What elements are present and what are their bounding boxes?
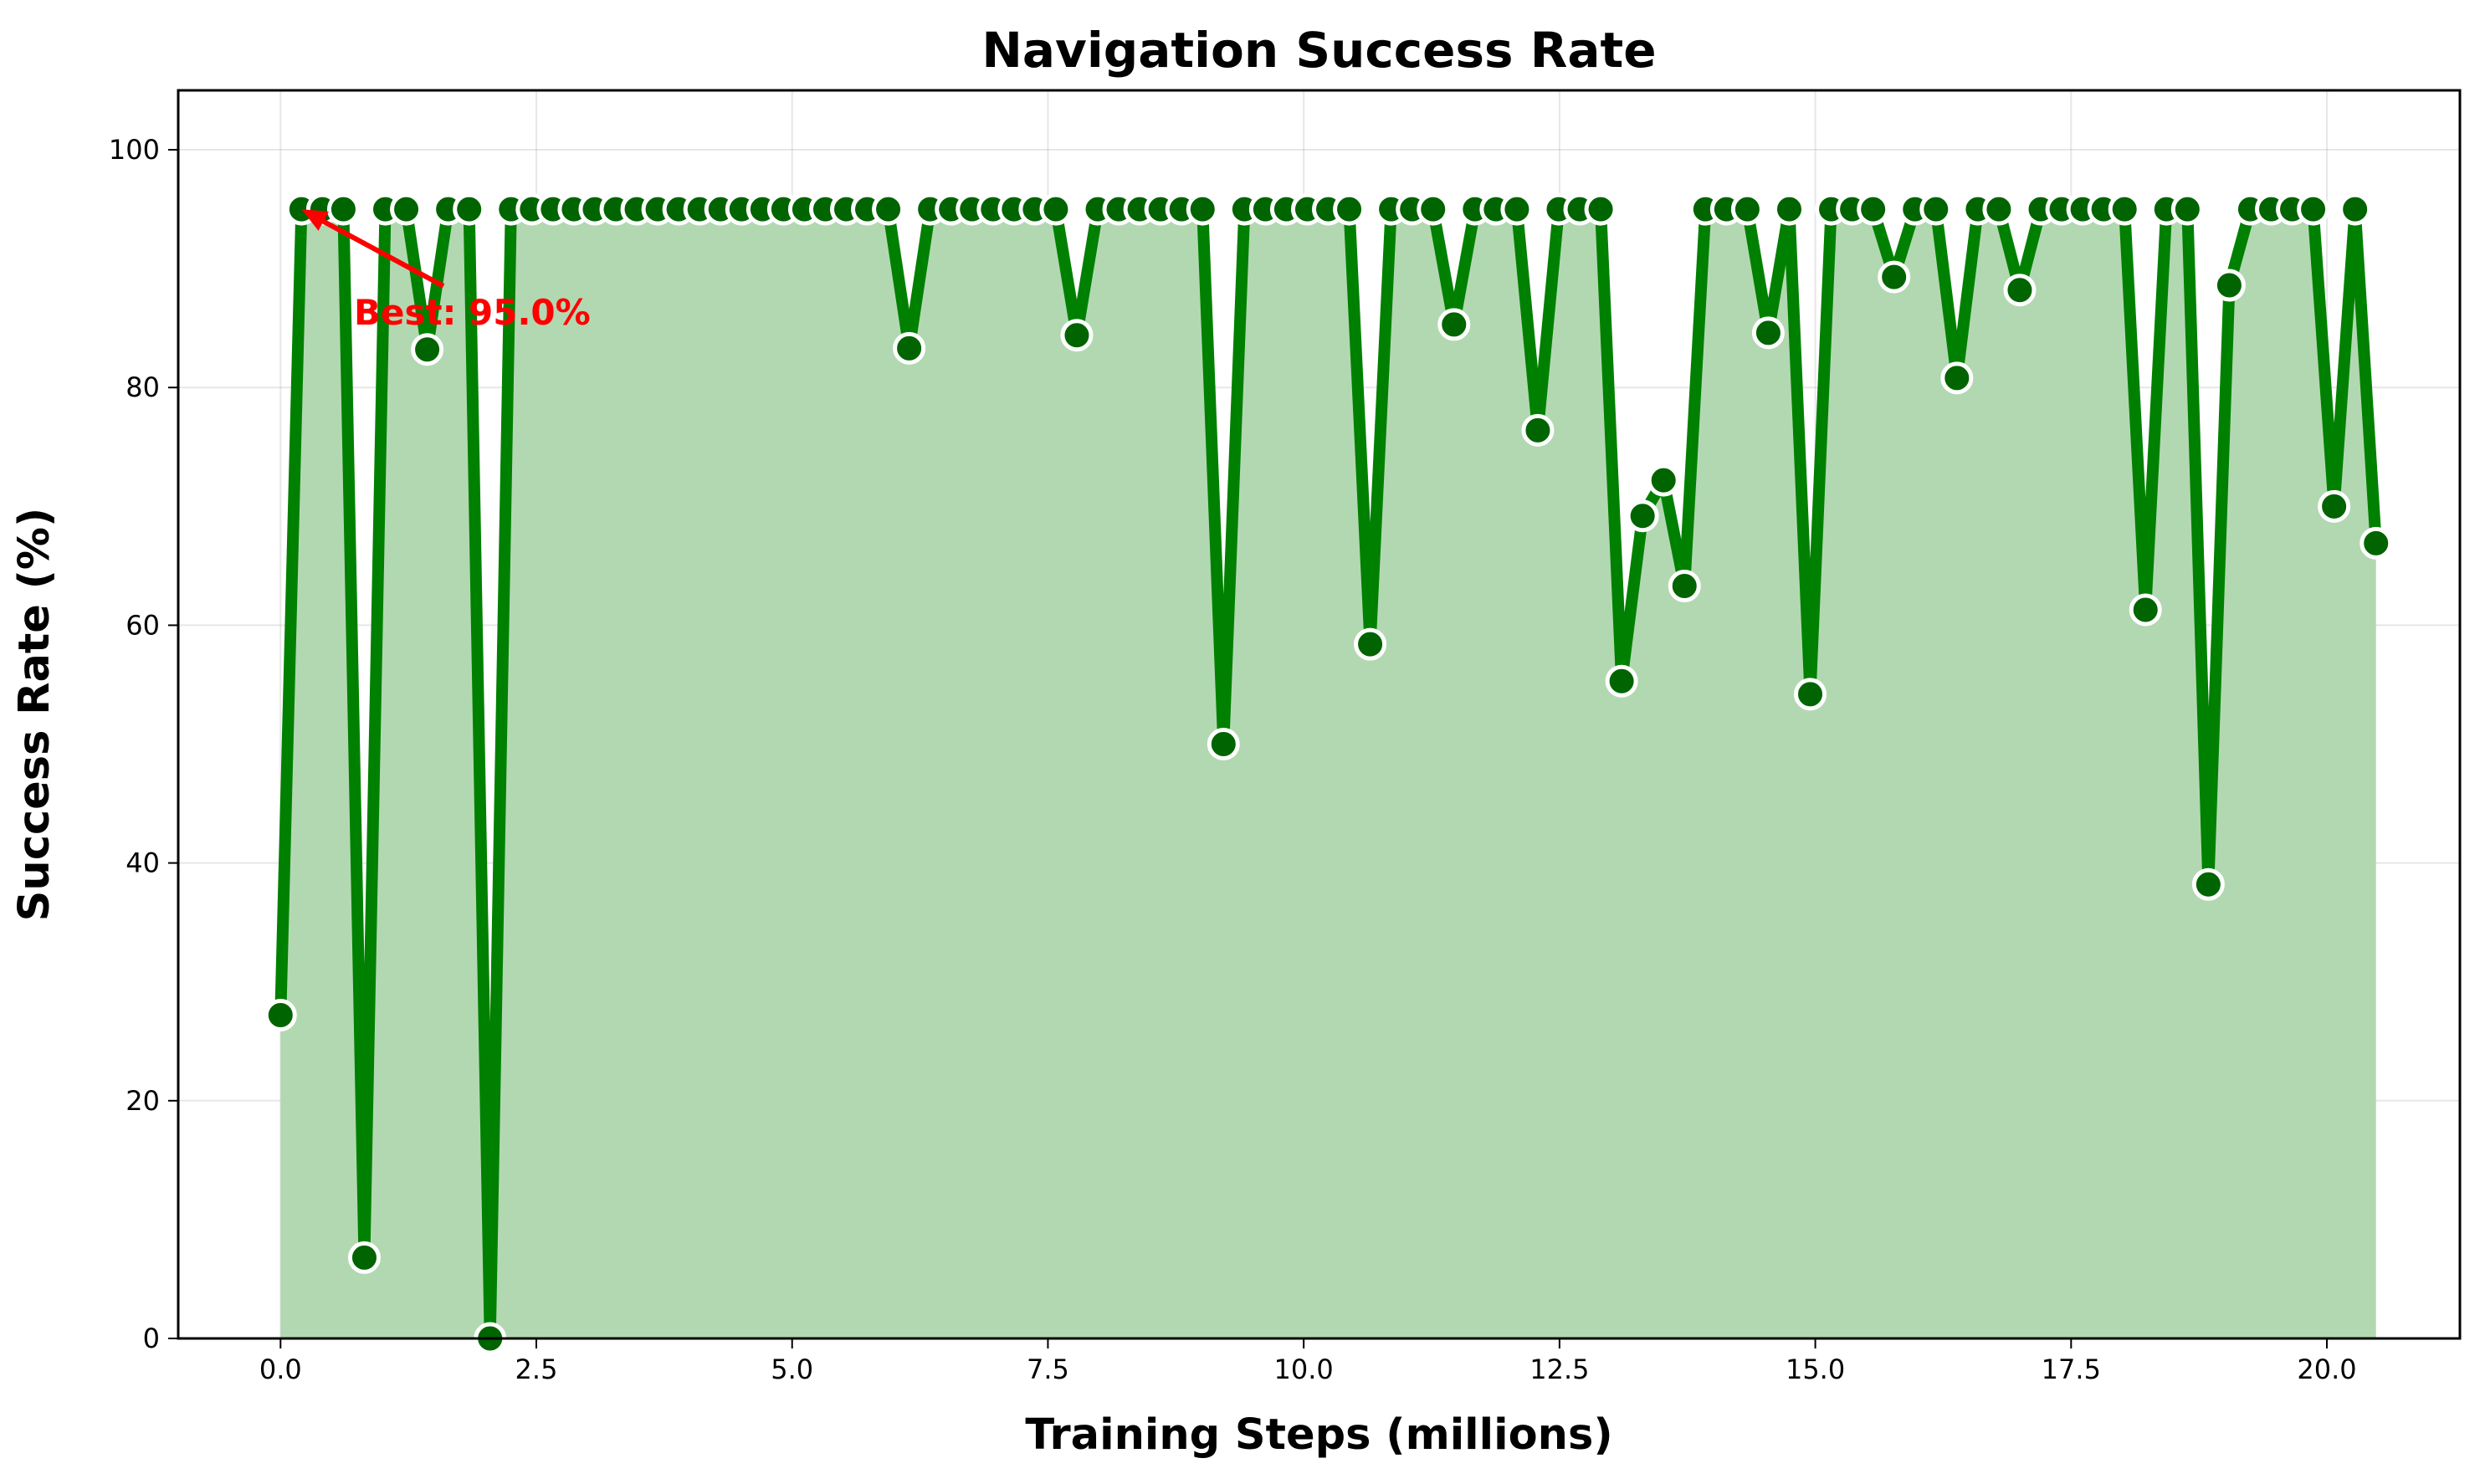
data-point	[2339, 192, 2372, 226]
data-point	[264, 999, 297, 1032]
data-point	[1730, 192, 1764, 226]
annotation-label: Best: 95.0%	[354, 292, 591, 333]
data-point	[1940, 361, 1974, 395]
data-point	[2212, 269, 2246, 302]
data-point	[2318, 489, 2351, 523]
data-point	[1584, 192, 1617, 226]
data-point	[1500, 192, 1534, 226]
data-point	[1437, 308, 1471, 341]
x-tick-label: 15.0	[1786, 1354, 1845, 1385]
area-fill	[280, 209, 2376, 1339]
x-tick-label: 0.0	[259, 1354, 302, 1385]
data-point	[453, 192, 486, 226]
x-axis-title: Training Steps (millions)	[1025, 1410, 1612, 1460]
data-point	[347, 1241, 381, 1274]
chart-title: Navigation Success Rate	[981, 22, 1656, 79]
data-point	[2297, 192, 2330, 226]
data-point	[1878, 260, 1911, 294]
data-point	[2170, 192, 2204, 226]
x-tick-label: 10.0	[1274, 1354, 1334, 1385]
data-point	[1207, 728, 1240, 761]
data-point	[1605, 664, 1638, 698]
series-markers	[264, 192, 2393, 1355]
data-point	[390, 192, 423, 226]
data-point	[326, 192, 360, 226]
data-point	[1919, 192, 1953, 226]
data-point	[1417, 192, 1450, 226]
annotation-arrow-shaft	[311, 213, 445, 289]
x-tick-label: 5.0	[771, 1354, 813, 1385]
data-point	[1039, 192, 1073, 226]
y-tick-label: 100	[109, 134, 160, 166]
x-tick-label: 7.5	[1027, 1354, 1069, 1385]
data-point	[1333, 192, 1366, 226]
data-point	[1186, 192, 1219, 226]
data-point	[2359, 526, 2393, 560]
data-point	[893, 331, 926, 365]
data-point	[1060, 319, 1094, 352]
data-point	[872, 192, 905, 226]
data-point	[1982, 192, 2016, 226]
data-point	[2129, 593, 2162, 627]
axis-ticks: 0.0 2.5 5.0 7.5 10.0 12.5 15.0 17.5 20.0 0 20 40 60 8…	[109, 134, 2357, 1385]
data-point	[1647, 463, 1680, 497]
plot-frame	[177, 89, 2462, 1340]
data-point	[411, 333, 444, 366]
data-point	[1794, 678, 1827, 711]
y-tick-label: 20	[126, 1085, 160, 1117]
data-point	[2191, 867, 2225, 901]
x-tick-label: 2.5	[515, 1354, 558, 1385]
y-tick-label: 0	[143, 1323, 160, 1354]
y-tick-label: 40	[126, 847, 160, 879]
data-point	[1626, 499, 1659, 533]
data-point	[1521, 413, 1555, 447]
data-point	[1772, 192, 1806, 226]
best-annotation: Best: 95.0%	[301, 209, 591, 333]
data-point	[1751, 316, 1785, 350]
area-fill-shape	[280, 209, 2376, 1339]
x-tick-label: 12.5	[1529, 1354, 1589, 1385]
x-tick-label: 17.5	[2042, 1354, 2101, 1385]
annotation-arrow-head	[301, 209, 329, 231]
y-tick-label: 80	[126, 371, 160, 403]
data-point	[1857, 192, 1890, 226]
x-tick-label: 20.0	[2297, 1354, 2356, 1385]
y-axis-title: Success Rate (%)	[10, 508, 59, 922]
data-point	[2108, 192, 2141, 226]
data-point	[1354, 627, 1387, 661]
data-point	[2003, 274, 2037, 307]
data-point	[1668, 570, 1701, 603]
y-tick-label: 60	[126, 609, 160, 641]
